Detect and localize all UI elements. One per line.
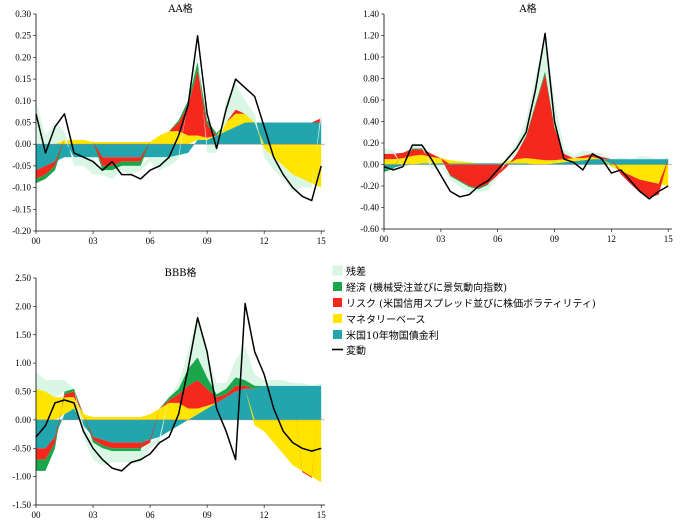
chart-2-ytick-label: -1.50 bbox=[12, 500, 31, 510]
chart-0-area-ust10y bbox=[36, 122, 322, 171]
chart-2-xtick-label: 12 bbox=[260, 510, 269, 520]
chart-1-xtick-label: 09 bbox=[550, 234, 560, 244]
chart-1-line-change bbox=[383, 32, 669, 200]
chart-2-line-change bbox=[35, 302, 322, 472]
legend-label-ust10y: 米国10年物国債金利 bbox=[346, 329, 439, 342]
chart-0-xtick-label: 15 bbox=[317, 236, 327, 246]
chart-0-xtick-label: 00 bbox=[32, 236, 42, 246]
chart-0-area-risk bbox=[36, 70, 322, 179]
chart-1-ytick-label: 0.80 bbox=[363, 74, 379, 84]
chart-1-xtick-label: 06 bbox=[493, 234, 503, 244]
chart-2-ytick-label: 2.50 bbox=[15, 273, 31, 283]
chart-0-ytick-label: 0.10 bbox=[15, 96, 31, 106]
legend-item-economy: 経済 (機械受注並びに景気動向指数) bbox=[333, 281, 507, 294]
chart-aa-rating: AA格 0.30 0.25 0.20 0.15 0.10 0.05 0.00 -0.05 -0.1… bbox=[12, 2, 326, 246]
chart-2-area-ust10y bbox=[36, 385, 322, 449]
legend-item-ust10y: 米国10年物国債金利 bbox=[333, 329, 439, 342]
legend-swatch-economy bbox=[333, 282, 342, 291]
chart-0-xtick-label: 09 bbox=[203, 236, 213, 246]
chart-1-area-risk bbox=[384, 74, 669, 198]
legend: 残差 経済 (機械受注並びに景気動向指数) リスク (米国信用スプレッド並びに株… bbox=[332, 265, 596, 357]
chart-1-ytick-label: 1.40 bbox=[363, 9, 379, 19]
chart-0-xtick-label: 06 bbox=[146, 236, 156, 246]
chart-1-ytick-label: 1.20 bbox=[363, 31, 379, 41]
chart-2-ytick-label: 0.50 bbox=[15, 387, 31, 397]
legend-label-risk: リスク (米国信用スプレッド並びに株価ボラティリティ) bbox=[346, 297, 596, 310]
chart-2-area-monetary bbox=[36, 388, 322, 483]
legend-item-risk: リスク (米国信用スプレッド並びに株価ボラティリティ) bbox=[333, 297, 596, 310]
chart-0-ytick-label: -0.15 bbox=[12, 204, 31, 214]
chart-2-ytick-label: 1.00 bbox=[15, 358, 31, 368]
chart-0-title: AA格 bbox=[167, 2, 192, 15]
chart-1-xtick-label: 00 bbox=[380, 234, 390, 244]
chart-1-ytick-label: 0.40 bbox=[363, 117, 379, 127]
chart-0-area-residual bbox=[36, 53, 322, 192]
chart-0-ytick-label: 0.00 bbox=[15, 139, 31, 149]
legend-swatch-ust10y bbox=[333, 330, 342, 339]
chart-0-ytick-label: 0.15 bbox=[15, 74, 31, 84]
legend-swatch-monetary bbox=[333, 314, 342, 323]
chart-2-ytick-label: 0.00 bbox=[15, 415, 31, 425]
chart-2-xtick-label: 03 bbox=[89, 510, 99, 520]
chart-1-xtick-label: 15 bbox=[664, 234, 674, 244]
chart-2-area-risk bbox=[36, 380, 322, 478]
legend-item-residual: 残差 bbox=[332, 265, 366, 278]
chart-0-ytick-label: 0.05 bbox=[15, 118, 31, 128]
chart-1-ytick-label: 1.00 bbox=[363, 52, 379, 62]
chart-0-ytick-label: -0.10 bbox=[12, 183, 31, 193]
chart-2-ytick-label: 1.50 bbox=[15, 330, 31, 340]
chart-2-xtick-label: 09 bbox=[203, 510, 213, 520]
legend-label-monetary: マネタリーベース bbox=[346, 314, 426, 326]
chart-0-area-economy bbox=[36, 61, 322, 184]
legend-swatch-risk bbox=[333, 298, 342, 307]
legend-label-residual: 残差 bbox=[346, 265, 366, 278]
chart-2-title: BBB格 bbox=[164, 266, 196, 279]
chart-0-ytick-label: 0.25 bbox=[15, 31, 31, 41]
legend-item-change: 変動 bbox=[332, 344, 366, 357]
chart-1-ytick-label: 0.60 bbox=[363, 95, 379, 105]
chart-2-xtick-label: 06 bbox=[146, 510, 156, 520]
chart-1-area-monetary bbox=[384, 154, 669, 186]
chart-2-area-economy bbox=[36, 357, 322, 471]
chart-0-ytick-label: -0.20 bbox=[12, 226, 31, 236]
chart-1-ytick-label: -0.20 bbox=[360, 181, 379, 191]
chart-1-ytick-label: -0.40 bbox=[360, 203, 379, 213]
chart-2-xtick-label: 15 bbox=[317, 510, 327, 520]
chart-0-xtick-label: 03 bbox=[89, 236, 99, 246]
chart-1-title: A格 bbox=[518, 2, 536, 15]
chart-0-xtick-label: 12 bbox=[260, 236, 269, 246]
legend-item-monetary: マネタリーベース bbox=[333, 314, 426, 326]
legend-label-economy: 経済 (機械受注並びに景気動向指数) bbox=[346, 281, 507, 294]
chart-0-ytick-label: -0.05 bbox=[12, 161, 31, 171]
legend-label-change: 変動 bbox=[346, 344, 366, 357]
chart-2-ytick-label: -0.50 bbox=[12, 443, 31, 453]
chart-2-ytick-label: 2.00 bbox=[15, 301, 31, 311]
chart-1-ytick-label: 0.20 bbox=[363, 138, 379, 148]
chart-1-xtick-label: 03 bbox=[436, 234, 446, 244]
chart-0-ytick-label: 0.20 bbox=[15, 52, 31, 62]
chart-bbb-rating: BBB格 2.50 2.00 1.50 1.00 0.50 0.00 -0.50 -1.00 -1… bbox=[12, 266, 326, 520]
chart-1-xtick-label: 12 bbox=[607, 234, 616, 244]
chart-0-ytick-label: 0.30 bbox=[15, 9, 31, 19]
chart-1-ytick-label: -0.60 bbox=[360, 224, 379, 234]
legend-swatch-residual bbox=[332, 265, 343, 276]
chart-a-rating: A格 1.40 1.20 1.00 0.80 0.60 0.40 0.20 0.00 -0.20 -… bbox=[360, 2, 673, 244]
chart-2-area-residual bbox=[36, 312, 322, 466]
chart-2-ytick-label: -1.00 bbox=[12, 472, 31, 482]
chart-2-xtick-label: 00 bbox=[32, 510, 42, 520]
chart-0-line-change bbox=[35, 34, 322, 202]
chart-1-ytick-label: 0.00 bbox=[363, 160, 379, 170]
